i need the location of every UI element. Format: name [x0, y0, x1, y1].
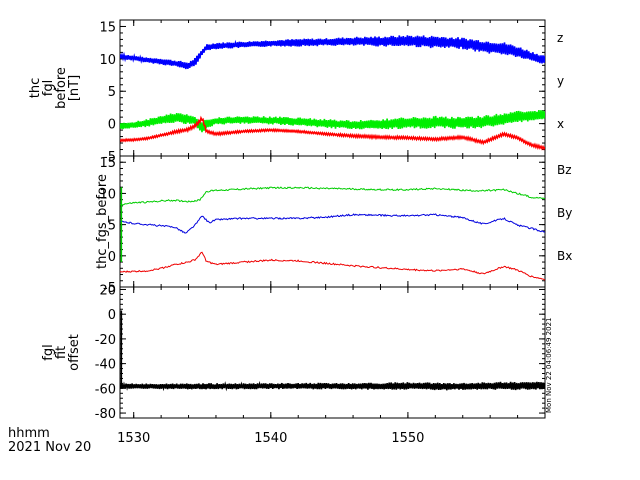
y-tick-label: -20	[95, 333, 116, 348]
y-tick-label: -40	[95, 358, 116, 373]
y-tick-label: -60	[95, 382, 116, 397]
x-axis-label-hhmm: hhmm	[8, 426, 50, 441]
legend-entry-y: y	[557, 74, 564, 88]
series-line-y	[120, 110, 545, 133]
x-tick-label: 1540	[254, 431, 287, 446]
series-line-offset	[120, 380, 545, 392]
y-tick-label: 10	[99, 187, 116, 202]
y-tick-label: 0	[108, 250, 116, 265]
y-tick-label: 0	[108, 308, 116, 323]
legend-entry-By: By	[557, 206, 572, 220]
y-tick-label: -80	[95, 407, 116, 422]
y-tick-label: 15	[99, 20, 116, 35]
series-line-Bz	[120, 186, 545, 206]
y-axis-label: thc	[28, 78, 43, 98]
series-line-x	[120, 115, 545, 151]
y-tick-label: 0	[108, 118, 116, 133]
legend-entry-x: x	[557, 117, 564, 131]
y-axis-label: [nT]	[67, 75, 82, 101]
series-line-Bx	[120, 251, 545, 281]
y-tick-label: 5	[108, 219, 116, 234]
legend-entry-z: z	[557, 31, 563, 45]
y-tick-label: 5	[108, 85, 116, 100]
plot-frame	[119, 155, 546, 288]
y-axis-label: fit	[54, 346, 69, 359]
y-tick-label: -5	[103, 281, 116, 296]
legend-entry-Bz: Bz	[557, 163, 572, 177]
y-tick-label: 20	[99, 283, 116, 298]
y-axis-label: before	[54, 67, 69, 109]
y-tick-label: -5	[103, 150, 116, 165]
x-axis: 1530 1540 1550	[117, 431, 424, 446]
y-tick-label: 10	[99, 53, 116, 68]
x-axis-label-date: 2021 Nov 20	[8, 440, 91, 455]
y-axis-label: fgl	[41, 80, 56, 96]
timestamp-stamp: Mon Nov 22 04:06:49 2021	[545, 318, 553, 413]
series-line-z	[120, 35, 545, 70]
y-axis-label: offset	[67, 334, 82, 371]
plot-frame	[119, 286, 546, 419]
y-axis-label: thc_fgs_before	[95, 174, 110, 269]
x-tick-label: 1530	[117, 431, 150, 446]
series-line-By	[120, 213, 545, 234]
x-tick-label: 1550	[391, 431, 424, 446]
panel-fgs-before: -5 0 5 10 15 thc_fgs_before Bz By Bx	[95, 155, 572, 296]
y-axis-label: fgl	[41, 344, 56, 360]
y-tick-label: 15	[99, 156, 116, 171]
legend-entry-Bx: Bx	[557, 249, 572, 263]
